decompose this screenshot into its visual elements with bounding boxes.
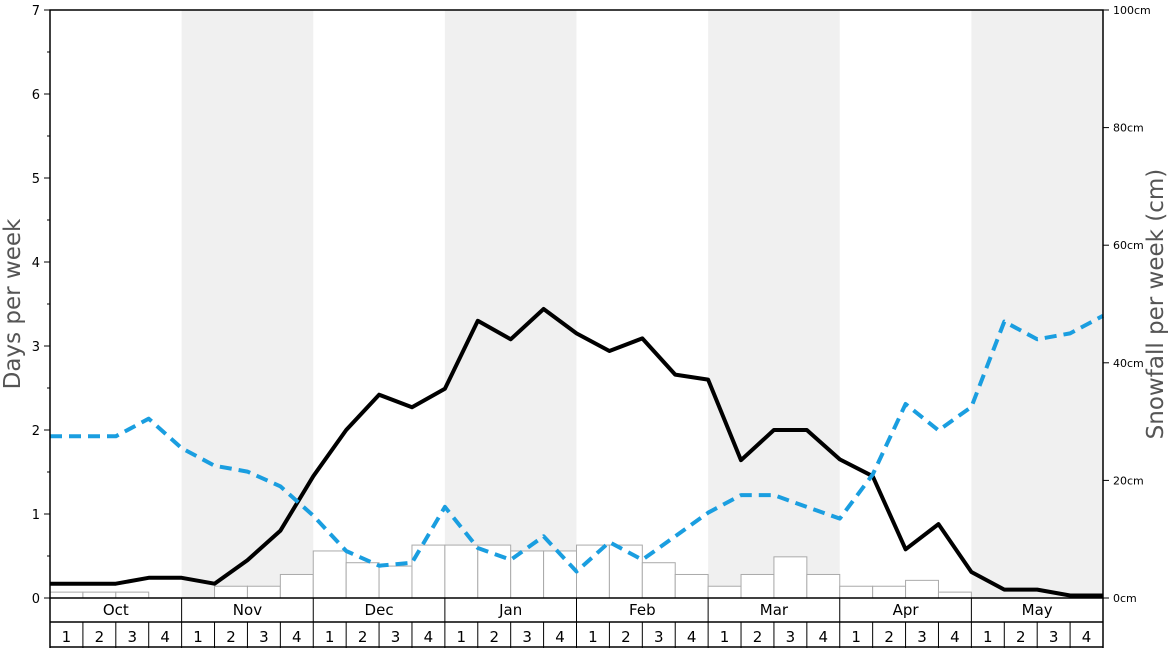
week-label: 1 <box>457 628 467 646</box>
bar <box>576 544 610 599</box>
bar <box>378 565 413 599</box>
bar <box>444 544 479 599</box>
y-left-tick-label: 3 <box>32 340 40 355</box>
week-label: 1 <box>588 628 598 646</box>
bar <box>641 562 676 599</box>
y-left-tick-label: 4 <box>32 256 40 271</box>
week-label: 2 <box>226 628 236 646</box>
bar <box>872 585 907 599</box>
y-right-tick-label: 60cm <box>1113 239 1144 252</box>
week-label: 2 <box>621 628 631 646</box>
bar <box>740 573 775 599</box>
month-label-mar: Mar <box>760 601 789 619</box>
week-label: 4 <box>819 628 829 646</box>
month-shading <box>181 10 1103 598</box>
bar <box>345 562 380 599</box>
solid-line <box>50 307 1103 598</box>
week-label: 3 <box>786 628 796 646</box>
month-label-dec: Dec <box>365 601 394 619</box>
y-right-tick-label: 20cm <box>1113 474 1144 487</box>
dashed-line <box>50 314 1104 574</box>
bar <box>608 544 643 599</box>
week-label: 3 <box>522 628 532 646</box>
month-band-may <box>971 10 1103 598</box>
month-axis: Oct 1 2 3 4 Nov 1 2 3 4 Dec 1 2 3 4 Jan 1 2 3 4 Feb 1 2 3 4 Mar 1 2… <box>49 598 1104 648</box>
month-label-jan: Jan <box>498 601 522 619</box>
y-right-axis-title: Snowfall per week (cm) <box>1143 169 1168 440</box>
week-label: 3 <box>127 628 137 646</box>
week-label: 2 <box>1016 628 1026 646</box>
week-label: 1 <box>983 628 993 646</box>
y-right-tick-label: 100cm <box>1113 4 1151 17</box>
week-label: 1 <box>325 628 335 646</box>
week-label: 3 <box>391 628 401 646</box>
bar <box>477 544 512 599</box>
y-left-tick-label: 6 <box>32 88 40 103</box>
week-label: 4 <box>160 628 170 646</box>
week-label: 3 <box>917 628 927 646</box>
week-label: 1 <box>193 628 203 646</box>
week-label: 1 <box>720 628 730 646</box>
week-label: 3 <box>259 628 269 646</box>
month-label-oct: Oct <box>103 601 129 619</box>
y-left-axis-title: Days per week <box>0 218 26 389</box>
month-band-nov <box>181 10 314 598</box>
week-label: 4 <box>1082 628 1092 646</box>
week-label: 1 <box>62 628 72 646</box>
week-label: 4 <box>424 628 434 646</box>
y-right-tick-label: 80cm <box>1113 122 1144 135</box>
bar <box>214 585 248 599</box>
week-label: 1 <box>851 628 861 646</box>
bar <box>82 591 117 599</box>
week-label: 2 <box>95 628 105 646</box>
bar <box>905 579 939 599</box>
bar <box>246 585 281 599</box>
bar <box>707 585 742 599</box>
bar <box>839 585 874 599</box>
month-label-may: May <box>1022 601 1053 619</box>
week-label: 2 <box>489 628 499 646</box>
snow-days-bars <box>49 544 972 599</box>
y-left-tick-label: 7 <box>32 4 40 19</box>
bar <box>806 573 841 599</box>
bar <box>115 591 150 599</box>
bar <box>773 556 808 599</box>
month-label-feb: Feb <box>629 601 656 619</box>
week-label: 3 <box>654 628 664 646</box>
week-label: 3 <box>1049 628 1059 646</box>
week-label: 4 <box>555 628 565 646</box>
bar <box>674 573 709 599</box>
axes: 0 1 2 3 4 5 6 7 0cm 20cm 40cm 60cm 80cm 100cm Days per… <box>0 4 1168 607</box>
y-left-tick-label: 2 <box>32 424 40 439</box>
y-right-tick-label: 0cm <box>1113 592 1137 605</box>
bar <box>543 550 577 599</box>
week-label: 2 <box>753 628 763 646</box>
y-left-tick-label: 1 <box>32 508 40 523</box>
trend-lines <box>50 307 1104 598</box>
y-right-tick-label: 40cm <box>1113 357 1144 370</box>
month-label-nov: Nov <box>233 601 262 619</box>
week-label: 4 <box>292 628 302 646</box>
week-label: 2 <box>884 628 894 646</box>
week-label: 2 <box>358 628 368 646</box>
month-label-apr: Apr <box>893 601 920 619</box>
bar <box>279 573 314 599</box>
bar <box>49 591 84 599</box>
bar <box>312 550 347 599</box>
week-label: 4 <box>950 628 960 646</box>
month-band-jan <box>444 10 577 598</box>
y-left-tick-label: 5 <box>32 172 40 187</box>
y-left-tick-label: 0 <box>32 592 40 607</box>
week-label: 4 <box>687 628 697 646</box>
bar <box>937 591 972 599</box>
